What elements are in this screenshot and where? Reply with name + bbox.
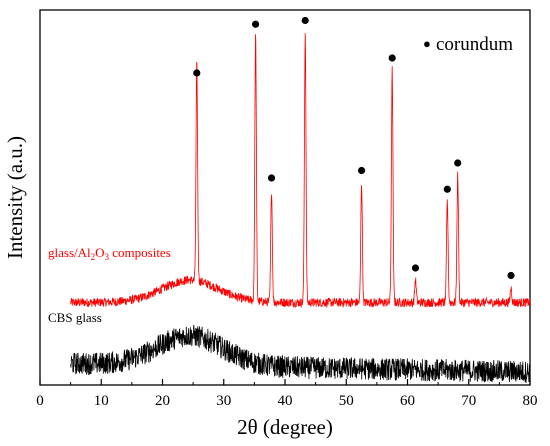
corundum-marker bbox=[388, 54, 396, 62]
series-line-composites bbox=[70, 33, 531, 309]
x-tick-label: 70 bbox=[461, 393, 476, 409]
corundum-markers bbox=[193, 16, 515, 280]
x-tick-label: 10 bbox=[94, 393, 109, 409]
corundum-marker bbox=[443, 185, 451, 193]
series-label-cbs-glass: CBS glass bbox=[48, 310, 102, 325]
corundum-marker bbox=[454, 159, 462, 167]
x-tick-label: 80 bbox=[523, 393, 538, 409]
corundum-marker bbox=[301, 16, 309, 25]
x-ticks: 0 10 20 30 40 50 60 70 80 bbox=[36, 379, 538, 409]
corundum-marker bbox=[411, 264, 420, 272]
corundum-marker bbox=[252, 20, 260, 28]
corundum-marker bbox=[507, 271, 515, 280]
x-tick-label: 40 bbox=[278, 393, 293, 409]
x-tick-label: 20 bbox=[155, 393, 170, 409]
series-line-cbs-glass bbox=[70, 325, 531, 383]
corundum-marker bbox=[267, 174, 276, 182]
legend-marker: ● bbox=[423, 36, 431, 51]
legend: ● corundum bbox=[423, 34, 513, 55]
x-tick-label: 30 bbox=[216, 393, 231, 409]
x-axis-label: 2θ (degree) bbox=[237, 415, 333, 439]
corundum-marker bbox=[193, 69, 201, 77]
legend-label: corundum bbox=[436, 34, 513, 55]
x-tick-label: 0 bbox=[36, 393, 44, 409]
corundum-marker bbox=[357, 166, 366, 175]
series-label-composites: glass/Al2O3 composites bbox=[48, 245, 171, 262]
plot-frame bbox=[39, 9, 531, 386]
series-group bbox=[70, 33, 531, 383]
x-tick-label: 60 bbox=[400, 393, 415, 409]
y-axis-label: Intensity (a.u.) bbox=[3, 136, 27, 259]
x-tick-label: 50 bbox=[339, 393, 354, 409]
